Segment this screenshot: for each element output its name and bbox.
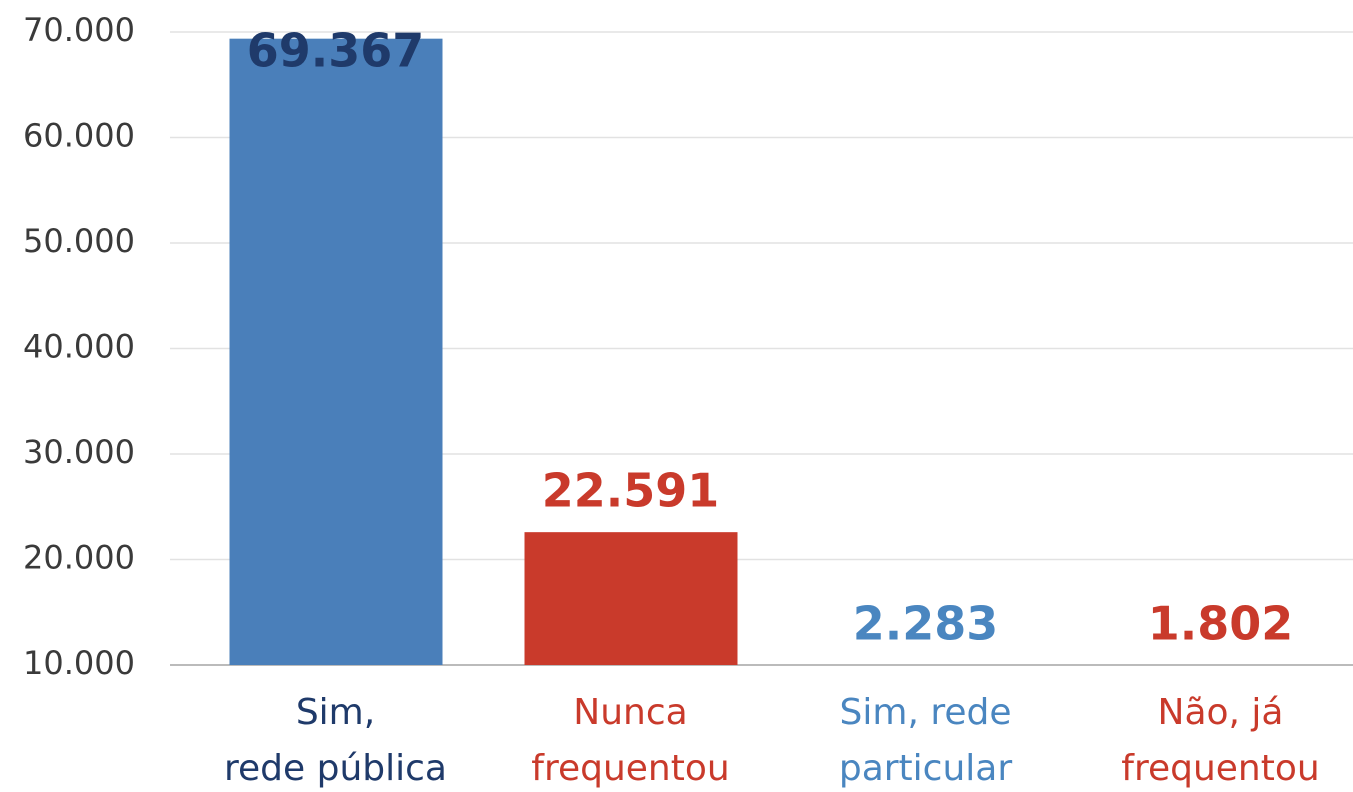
bar [524, 532, 738, 665]
y-tick-label: 70.000 [23, 11, 135, 49]
bars [229, 38, 738, 665]
value-label: 22.591 [542, 464, 720, 518]
value-label: 69.367 [247, 24, 425, 78]
y-tick-label: 40.000 [23, 328, 135, 366]
value-label: 2.283 [853, 597, 999, 651]
x-tick-label: Sim, rede pública [224, 692, 447, 789]
x-tick-label: Nunca frequentou [531, 692, 729, 789]
x-tick-label: Sim, rede particular [839, 692, 1013, 789]
bar [229, 38, 443, 665]
y-tick-label: 50.000 [23, 222, 135, 260]
value-label: 1.802 [1148, 597, 1294, 651]
y-tick-label: 10.000 [23, 644, 135, 682]
y-tick-label: 20.000 [23, 539, 135, 577]
y-tick-label: 30.000 [23, 433, 135, 471]
y-tick-label: 60.000 [23, 117, 135, 155]
x-tick-label: Não, já frequentou [1121, 692, 1319, 789]
